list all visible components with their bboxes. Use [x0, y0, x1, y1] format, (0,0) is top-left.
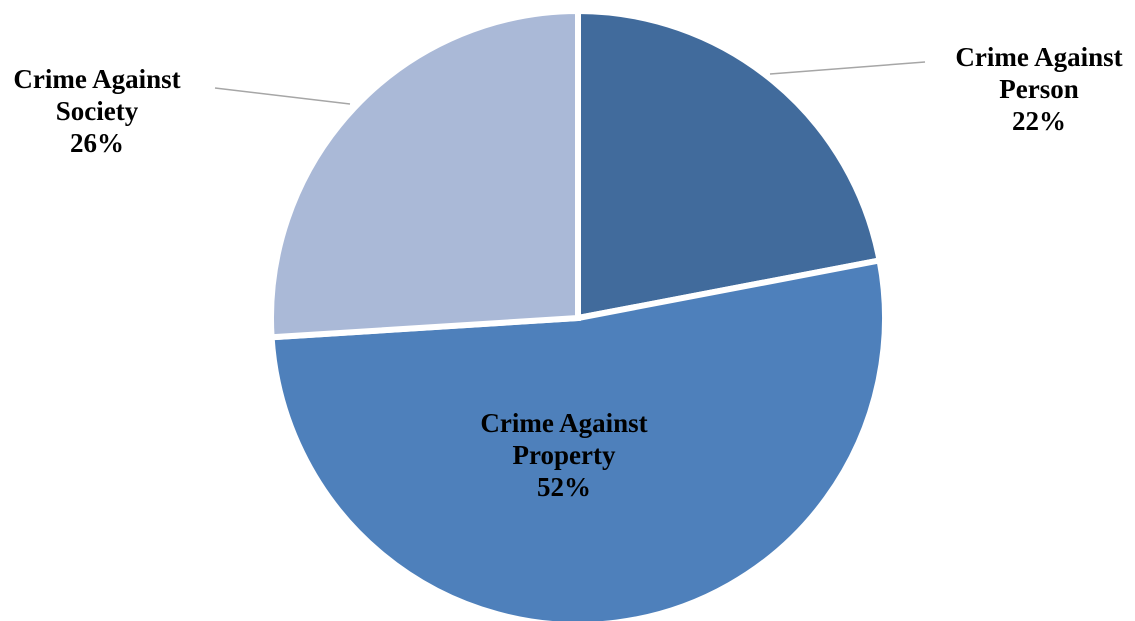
data-label-text: Crime Against [480, 408, 647, 438]
data-label-crime-against-person: Crime Against Person 22% [955, 42, 1122, 136]
leader-lines [214, 61, 926, 105]
data-label-text: Society [56, 96, 139, 126]
data-label-crime-against-property: Crime Against Property 52% [480, 408, 647, 502]
data-label-text: Crime Against [955, 42, 1122, 72]
leader-line-crime-against-society [214, 87, 351, 105]
data-label-text: Crime Against [13, 64, 180, 94]
data-label-percent: 22% [1012, 106, 1066, 136]
data-label-crime-against-society: Crime Against Society 26% [13, 64, 180, 158]
pie-slice-crime-against-person [575, 7, 884, 322]
leader-line-crime-against-person [769, 61, 926, 75]
data-labels: Crime Against Person 22%Crime Against Prope… [13, 42, 1122, 502]
pie-slice-crime-against-society [268, 7, 581, 341]
data-label-percent: 26% [70, 128, 124, 158]
data-label-text: Property [513, 440, 616, 470]
data-label-text: Person [999, 74, 1078, 104]
pie-slices [268, 7, 888, 621]
pie-slice-crime-against-property [268, 256, 888, 621]
data-label-percent: 52% [537, 472, 591, 502]
